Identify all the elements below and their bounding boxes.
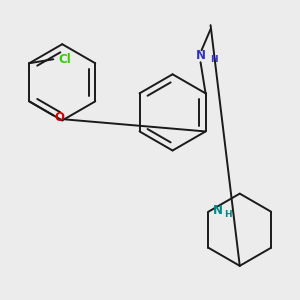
Text: Cl: Cl <box>58 53 71 66</box>
Text: O: O <box>54 111 64 124</box>
Text: H: H <box>211 55 218 64</box>
Text: N: N <box>196 49 206 62</box>
Text: N: N <box>212 204 223 217</box>
Text: H: H <box>224 210 232 219</box>
